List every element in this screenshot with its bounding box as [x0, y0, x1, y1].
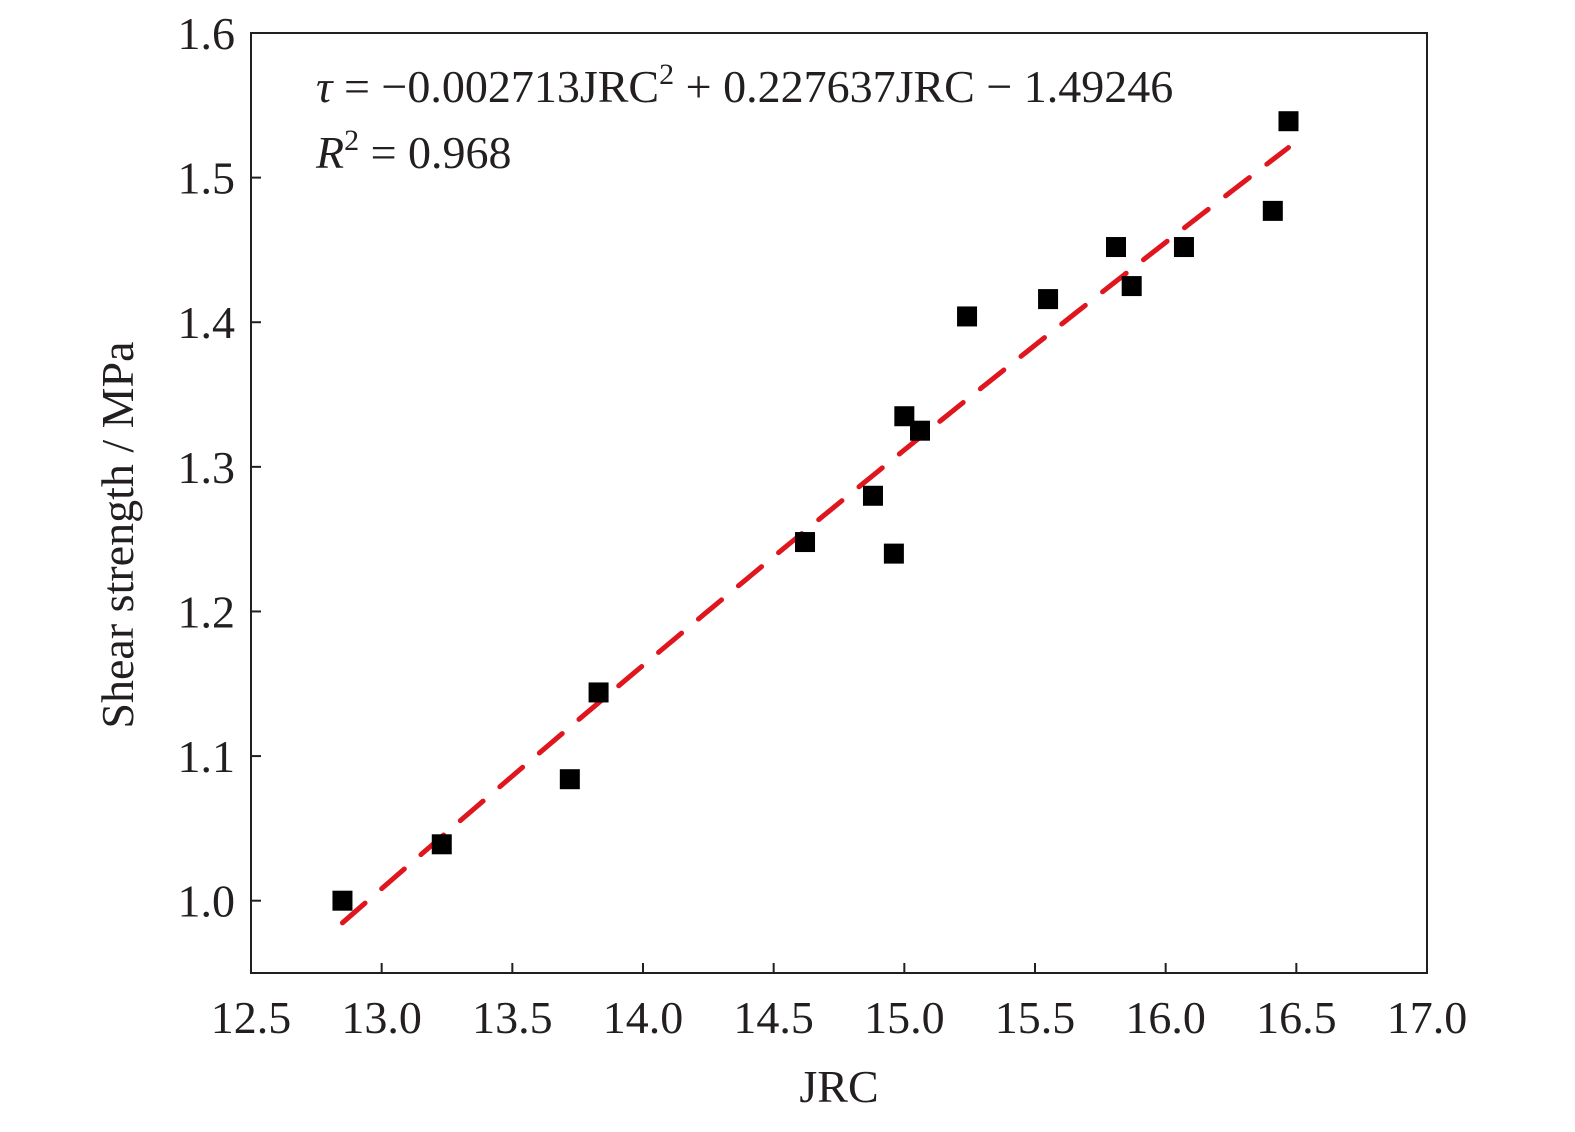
x-tick-label: 15.5 [995, 992, 1076, 1043]
data-point [910, 420, 931, 441]
x-axis: 12.5 13.0 13.5 14.0 14.5 15.0 15.5 16.0 16.5 17.0 [211, 963, 1468, 1043]
y-tick-label: 1.6 [178, 8, 236, 59]
x-tick-label: 12.5 [211, 992, 292, 1043]
data-point [1121, 276, 1142, 297]
data-point [431, 834, 452, 855]
r2-superscript: 2 [344, 124, 359, 157]
y-tick-label: 1.2 [178, 586, 236, 637]
data-point [588, 682, 609, 703]
x-axis-title: JRC [799, 1061, 878, 1112]
data-point [332, 890, 353, 911]
x-tick-label: 14.5 [733, 992, 814, 1043]
y-tick-label: 1.5 [178, 153, 236, 204]
data-point [1262, 200, 1283, 221]
equation-superscript: 2 [659, 58, 674, 91]
x-tick-label: 16.5 [1256, 992, 1337, 1043]
y-axis: 1.0 1.1 1.2 1.3 1.4 1.5 1.6 [178, 8, 261, 927]
x-tick-label: 15.0 [864, 992, 945, 1043]
y-tick-label: 1.0 [178, 876, 236, 927]
fit-line [339, 145, 1291, 926]
r-squared-label: R2 = 0.968 [315, 124, 512, 178]
y-tick-label: 1.1 [178, 731, 236, 782]
fit-equation: τ = −0.002713JRC2 + 0.227637JRC − 1.4924… [316, 58, 1173, 112]
x-tick-label: 17.0 [1387, 992, 1468, 1043]
r2-symbol: R [315, 127, 344, 178]
data-point [1106, 237, 1127, 258]
data-points [332, 111, 1299, 911]
data-point [862, 485, 883, 506]
data-point [795, 532, 816, 553]
x-tick-label: 13.5 [472, 992, 553, 1043]
data-point [1278, 111, 1299, 132]
equation-rest: + 0.227637JRC − 1.49246 [674, 61, 1173, 112]
data-point [1173, 237, 1194, 258]
x-tick-label: 16.0 [1125, 992, 1206, 1043]
plot-frame [250, 32, 1428, 974]
equation-rhs: = −0.002713JRC [332, 61, 659, 112]
data-point [883, 543, 904, 564]
data-point [559, 769, 580, 790]
x-tick-label: 13.0 [341, 992, 422, 1043]
x-tick-label: 14.0 [603, 992, 684, 1043]
r2-value: = 0.968 [359, 127, 511, 178]
fit-curve [339, 145, 1291, 926]
data-point [957, 306, 978, 327]
equation-lhs: τ [316, 61, 334, 112]
data-point [894, 406, 915, 427]
y-tick-label: 1.4 [178, 297, 236, 348]
y-tick-label: 1.3 [178, 442, 236, 493]
y-axis-title: Shear strength / MPa [92, 341, 143, 728]
data-point [1038, 289, 1059, 310]
